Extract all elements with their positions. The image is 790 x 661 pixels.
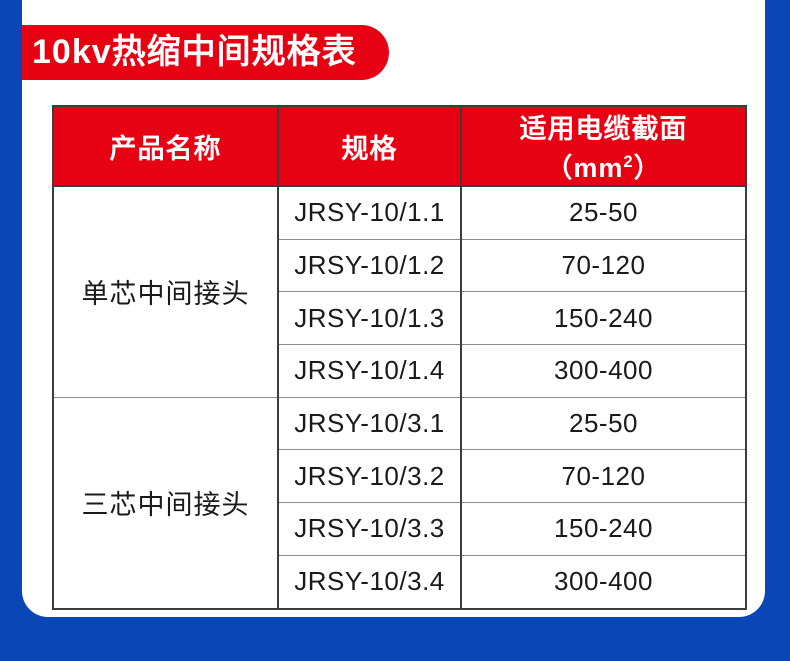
spec-cell: JRSY-10/3.3 xyxy=(277,502,462,556)
spec-cell: JRSY-10/1.2 xyxy=(277,238,462,293)
page-title: 10kv热缩中间规格表 xyxy=(32,33,357,71)
table-row: JRSY-10/1.4 300-400 xyxy=(53,344,747,398)
header-spec: 规格 xyxy=(277,105,462,187)
spec-table: 产品名称 规格 适用电缆截面（mm2） 单芯中间接头 JRSY-10/1.1 2… xyxy=(52,105,747,610)
section-cell: 70-120 xyxy=(460,449,747,504)
title-badge: 10kv热缩中间规格表 xyxy=(22,25,389,80)
header-cable-section-close: ） xyxy=(633,153,662,183)
table-row: 单芯中间接头 JRSY-10/1.1 25-50 xyxy=(52,185,747,398)
spec-cell: JRSY-10/1.3 xyxy=(277,291,462,346)
spec-cell: JRSY-10/3.2 xyxy=(277,449,462,504)
table-row: 三芯中间接头 JRSY-10/3.1 25-50 xyxy=(52,396,747,610)
spec-cell: JRSY-10/1.1 xyxy=(277,185,462,240)
section-cell: 300-400 xyxy=(460,344,747,398)
header-superscript-2: 2 xyxy=(623,152,634,171)
section-cell: 150-240 xyxy=(460,502,747,556)
table-row: JRSY-10/3.2 70-120 xyxy=(53,449,747,504)
table-row: JRSY-10/3.3 150-240 xyxy=(53,502,747,556)
product-cell-three-core: 三芯中间接头 xyxy=(52,396,279,610)
spec-cell: JRSY-10/3.4 xyxy=(277,554,462,610)
table-row: JRSY-10/1.2 70-120 xyxy=(53,238,747,293)
header-cable-section-text: 适用电缆截面（mm xyxy=(519,114,688,183)
spec-cell: JRSY-10/3.1 xyxy=(277,396,462,451)
header-product-name: 产品名称 xyxy=(52,105,279,187)
section-cell: 25-50 xyxy=(460,396,747,451)
product-cell-single-core: 单芯中间接头 xyxy=(52,185,279,398)
spec-cell: JRSY-10/1.4 xyxy=(277,344,462,398)
section-cell: 150-240 xyxy=(460,291,747,346)
table-row: JRSY-10/3.4 300-400 xyxy=(53,554,747,610)
section-cell: 300-400 xyxy=(460,554,747,610)
header-cable-section: 适用电缆截面（mm2） xyxy=(460,105,747,187)
table-header-row: 产品名称 规格 适用电缆截面（mm2） xyxy=(52,105,747,187)
section-cell: 25-50 xyxy=(460,185,747,240)
section-cell: 70-120 xyxy=(460,238,747,293)
